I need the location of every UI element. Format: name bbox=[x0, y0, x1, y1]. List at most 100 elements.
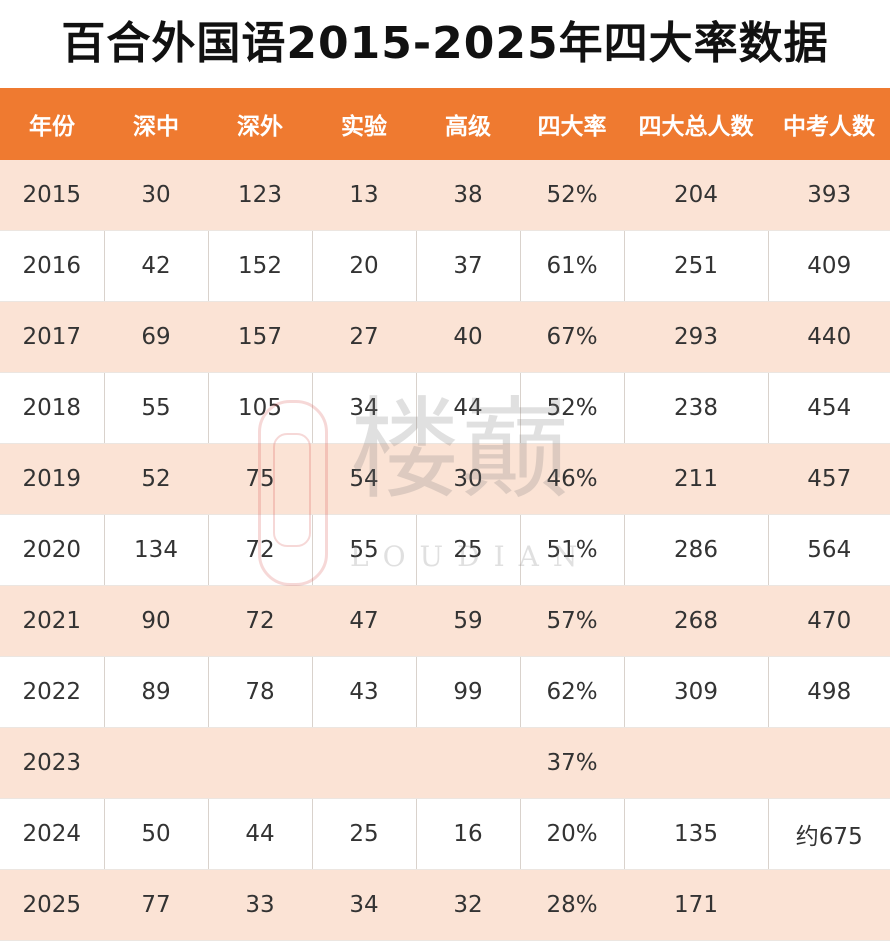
cell-shenwai: 72 bbox=[208, 514, 313, 586]
cell-year: 2019 bbox=[0, 443, 104, 515]
cell-rate: 46% bbox=[520, 443, 624, 515]
cell-shenzhong: 30 bbox=[104, 160, 208, 231]
cell-exam-count: 454 bbox=[768, 372, 890, 444]
cell-rate: 52% bbox=[520, 160, 624, 231]
table-row: 2018 55 105 34 44 52% 238 454 bbox=[0, 372, 890, 444]
cell-rate: 52% bbox=[520, 372, 625, 444]
cell-year: 2016 bbox=[0, 230, 105, 302]
cell-gaoji: 99 bbox=[416, 656, 521, 728]
cell-exam-count: 409 bbox=[768, 230, 890, 302]
cell-shiyan: 43 bbox=[312, 656, 417, 728]
cell-rate: 51% bbox=[520, 514, 625, 586]
cell-gaoji: 37 bbox=[416, 230, 521, 302]
cell-year: 2021 bbox=[0, 585, 104, 657]
table-row: 2025 77 33 34 32 28% 171 bbox=[0, 869, 890, 941]
cell-exam-count: 564 bbox=[768, 514, 890, 586]
cell-year: 2015 bbox=[0, 160, 104, 231]
cell-rate: 62% bbox=[520, 656, 625, 728]
cell-year: 2024 bbox=[0, 798, 105, 870]
cell-shenwai: 72 bbox=[208, 585, 312, 657]
cell-shenwai: 123 bbox=[208, 160, 312, 231]
table-row: 2021 90 72 47 59 57% 268 470 bbox=[0, 585, 890, 657]
cell-shenwai: 157 bbox=[208, 301, 312, 373]
cell-shiyan bbox=[312, 727, 416, 799]
page-title: 百合外国语2015-2025年四大率数据 bbox=[0, 0, 890, 88]
cell-year: 2017 bbox=[0, 301, 104, 373]
cell-shiyan: 55 bbox=[312, 514, 417, 586]
cell-shenzhong bbox=[104, 727, 208, 799]
cell-exam-count bbox=[768, 869, 890, 941]
cell-shenzhong: 55 bbox=[104, 372, 209, 444]
cell-gaoji: 59 bbox=[416, 585, 520, 657]
table-row: 2017 69 157 27 40 67% 293 440 bbox=[0, 301, 890, 373]
table-row: 2023 37% bbox=[0, 727, 890, 799]
cell-shenwai: 33 bbox=[208, 869, 312, 941]
cell-shenwai: 105 bbox=[208, 372, 313, 444]
cell-rate: 37% bbox=[520, 727, 624, 799]
table-row: 2015 30 123 13 38 52% 204 393 bbox=[0, 160, 890, 231]
cell-total: 238 bbox=[624, 372, 769, 444]
cell-gaoji bbox=[416, 727, 520, 799]
cell-rate: 61% bbox=[520, 230, 625, 302]
cell-total: 268 bbox=[624, 585, 768, 657]
cell-rate: 28% bbox=[520, 869, 624, 941]
cell-rate: 20% bbox=[520, 798, 625, 870]
cell-shenzhong: 50 bbox=[104, 798, 209, 870]
cell-rate: 57% bbox=[520, 585, 624, 657]
cell-total: 211 bbox=[624, 443, 768, 515]
cell-gaoji: 32 bbox=[416, 869, 520, 941]
cell-exam-count: 470 bbox=[768, 585, 890, 657]
cell-gaoji: 30 bbox=[416, 443, 520, 515]
cell-exam-count bbox=[768, 727, 890, 799]
header-gaoji: 高级 bbox=[416, 88, 520, 160]
cell-shiyan: 20 bbox=[312, 230, 417, 302]
cell-exam-count: 393 bbox=[768, 160, 890, 231]
cell-total: 309 bbox=[624, 656, 769, 728]
cell-gaoji: 25 bbox=[416, 514, 521, 586]
header-exam-count: 中考人数 bbox=[768, 88, 890, 160]
cell-year: 2022 bbox=[0, 656, 105, 728]
cell-shiyan: 34 bbox=[312, 372, 417, 444]
cell-gaoji: 44 bbox=[416, 372, 521, 444]
cell-shiyan: 27 bbox=[312, 301, 416, 373]
cell-total: 286 bbox=[624, 514, 769, 586]
cell-shenzhong: 69 bbox=[104, 301, 208, 373]
header-total: 四大总人数 bbox=[624, 88, 768, 160]
cell-shenwai: 152 bbox=[208, 230, 313, 302]
cell-shenzhong: 77 bbox=[104, 869, 208, 941]
cell-gaoji: 38 bbox=[416, 160, 520, 231]
cell-rate: 67% bbox=[520, 301, 624, 373]
cell-shenwai: 78 bbox=[208, 656, 313, 728]
cell-shenwai: 75 bbox=[208, 443, 312, 515]
cell-year: 2018 bbox=[0, 372, 105, 444]
data-table: 年份 深中 深外 实验 高级 四大率 四大总人数 中考人数 2015 30 123 1… bbox=[0, 88, 890, 941]
cell-shiyan: 34 bbox=[312, 869, 416, 941]
cell-shiyan: 13 bbox=[312, 160, 416, 231]
cell-shiyan: 54 bbox=[312, 443, 416, 515]
cell-shenzhong: 89 bbox=[104, 656, 209, 728]
cell-shenzhong: 52 bbox=[104, 443, 208, 515]
cell-gaoji: 16 bbox=[416, 798, 521, 870]
cell-shiyan: 47 bbox=[312, 585, 416, 657]
header-rate: 四大率 bbox=[520, 88, 624, 160]
cell-exam-count: 440 bbox=[768, 301, 890, 373]
cell-exam-count: 498 bbox=[768, 656, 890, 728]
cell-shenzhong: 42 bbox=[104, 230, 209, 302]
header-shenzhong: 深中 bbox=[104, 88, 208, 160]
cell-total: 135 bbox=[624, 798, 769, 870]
cell-gaoji: 40 bbox=[416, 301, 520, 373]
cell-shenzhong: 90 bbox=[104, 585, 208, 657]
cell-shenwai bbox=[208, 727, 312, 799]
cell-exam-count: 457 bbox=[768, 443, 890, 515]
header-shenwai: 深外 bbox=[208, 88, 312, 160]
cell-total: 204 bbox=[624, 160, 768, 231]
table-row: 2020 134 72 55 25 51% 286 564 bbox=[0, 514, 890, 586]
table-row: 2016 42 152 20 37 61% 251 409 bbox=[0, 230, 890, 302]
cell-shenzhong: 134 bbox=[104, 514, 209, 586]
cell-shenwai: 44 bbox=[208, 798, 313, 870]
cell-total: 251 bbox=[624, 230, 769, 302]
cell-year: 2020 bbox=[0, 514, 105, 586]
table-header-row: 年份 深中 深外 实验 高级 四大率 四大总人数 中考人数 bbox=[0, 88, 890, 160]
cell-year: 2023 bbox=[0, 727, 104, 799]
cell-total: 171 bbox=[624, 869, 768, 941]
